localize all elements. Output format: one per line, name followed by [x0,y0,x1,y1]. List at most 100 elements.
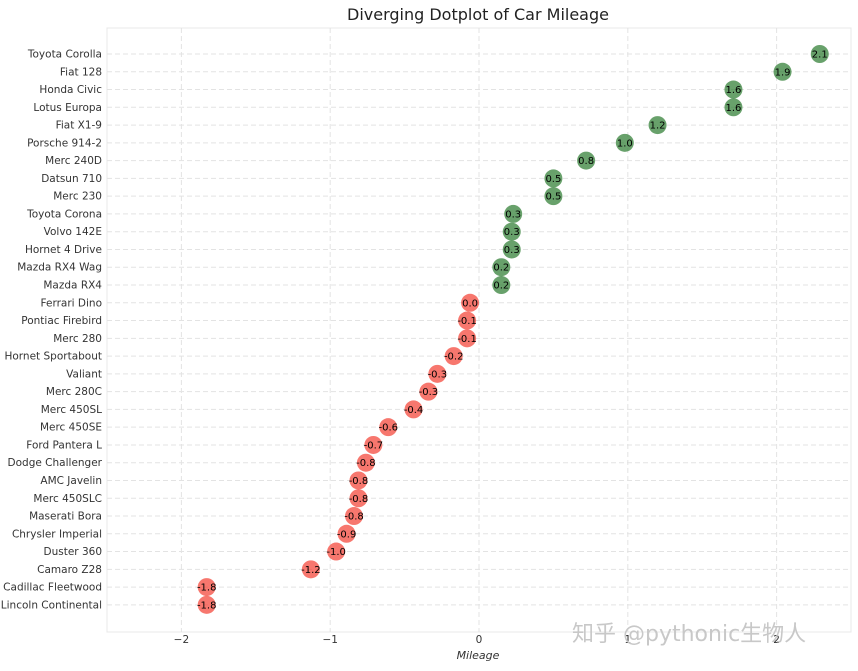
data-label: -0.1 [457,334,477,345]
y-tick-label: Hornet 4 Drive [25,244,102,256]
data-point [544,187,563,206]
data-label: 1.2 [650,121,666,132]
y-tick-label: Merc 280C [46,386,102,398]
data-label: 0.8 [578,156,594,167]
y-tick-label: Merc 240D [45,155,102,167]
y-tick-label: Cadillac Fleetwood [3,582,102,594]
data-point [461,293,480,312]
y-tick-label: Merc 450SLC [33,493,102,505]
data-point [492,258,511,277]
data-label: -0.8 [349,476,369,487]
data-point [504,204,523,223]
data-label: 0.2 [493,263,509,274]
data-label: -0.3 [419,387,439,398]
data-label: -1.8 [197,600,217,611]
y-tick-label: Mazda RX4 [43,280,102,292]
y-tick-label: Dodge Challenger [8,457,103,469]
data-point [404,400,423,419]
data-label: -0.8 [344,512,364,523]
grid-layer [107,28,851,632]
data-label: 0.3 [504,227,520,238]
x-tick-label: 0 [476,634,483,646]
data-point [724,80,743,99]
y-tick-label: Merc 230 [53,191,102,203]
data-label: -1.0 [326,547,346,558]
y-tick-label: Chrysler Imperial [12,528,102,540]
data-point [327,542,346,561]
data-point [428,364,447,383]
data-point [337,524,356,543]
x-tick-label: −1 [322,634,337,646]
data-label: -0.2 [444,352,464,363]
data-label: 0.3 [505,209,521,220]
y-tick-label: Merc 280 [53,333,102,345]
y-tick-label: Duster 360 [44,546,102,558]
y-tick-label: Maserati Bora [29,511,102,523]
y-tick-label: Datsun 710 [41,173,102,185]
y-tick-label: Honda Civic [39,84,102,96]
data-label: -0.8 [349,494,369,505]
x-tick-label: −2 [174,634,189,646]
y-tick-label: Toyota Corona [26,208,102,220]
data-label: -0.1 [457,316,477,327]
data-label: -0.3 [428,369,448,380]
y-tick-label: Toyota Corolla [27,49,102,61]
data-point [379,418,398,437]
y-tick-label: Merc 450SE [40,422,102,434]
data-point [492,276,511,295]
data-point [356,453,375,472]
y-tick-label: Ford Pantera L [26,439,102,451]
y-tick-label: Camaro Z28 [37,564,102,576]
y-tick-label: Lincoln Continental [1,599,102,611]
data-point [349,471,368,490]
y-tick-label: Fiat X1-9 [56,120,102,132]
data-label: -0.9 [337,529,357,540]
y-tick-label: Fiat 128 [60,66,102,78]
data-point [544,169,563,188]
data-label: -0.7 [364,440,384,451]
chart-title: Diverging Dotplot of Car Mileage [347,5,609,24]
data-point [458,311,477,330]
data-label: 0.5 [545,174,561,185]
x-tick-label: 2 [773,634,780,646]
y-tick-label: Porsche 914-2 [27,137,102,149]
x-tick-label: 1 [624,634,631,646]
data-label: -1.8 [197,583,217,594]
data-point [364,435,383,454]
data-points: 2.1 1.9 1.6 1.6 1.2 1.0 0.8 0.5 0.5 0.3 0.3 0.3 0.2 0… [197,45,829,614]
data-point [349,489,368,508]
y-tick-label: Ferrari Dino [41,297,102,309]
data-point [444,347,463,366]
data-label: 0.5 [545,192,561,203]
data-point [345,507,364,526]
data-point [577,151,596,170]
data-point [197,578,216,597]
y-tick-label: AMC Javelin [40,475,102,487]
watermark: 知乎 @pythonic生物人 [572,622,806,647]
data-point [458,329,477,348]
data-label: 0.2 [493,281,509,292]
y-tick-label: Pontiac Firebird [21,315,102,327]
data-point [724,98,743,117]
data-point [197,595,216,614]
data-label: -0.8 [356,458,376,469]
data-point [301,560,320,579]
data-label: -0.4 [404,405,424,416]
data-point [502,240,521,259]
data-point [615,133,634,152]
y-tick-label: Hornet Sportabout [4,351,102,363]
data-point [648,116,667,135]
y-tick-label: Mazda RX4 Wag [17,262,102,274]
y-tick-labels: Toyota Corolla Fiat 128 Honda Civic Lotus E… [1,49,103,612]
data-point [419,382,438,401]
data-point [810,45,829,63]
data-label: 1.9 [775,67,791,78]
data-label: -1.2 [301,565,321,576]
data-point [502,222,521,241]
data-label: 0.0 [462,298,478,309]
data-label: -0.6 [378,423,398,434]
x-tick-labels: −2 −1 0 1 2 [174,634,780,646]
x-axis-label: Mileage [457,649,500,662]
data-label: 1.6 [725,85,741,96]
